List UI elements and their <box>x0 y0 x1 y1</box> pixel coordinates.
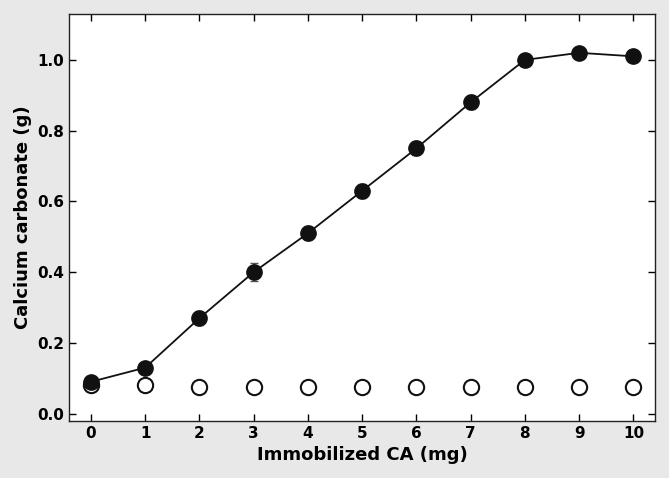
Y-axis label: Calcium carbonate (g): Calcium carbonate (g) <box>14 106 32 329</box>
X-axis label: Immobilized CA (mg): Immobilized CA (mg) <box>257 446 468 464</box>
